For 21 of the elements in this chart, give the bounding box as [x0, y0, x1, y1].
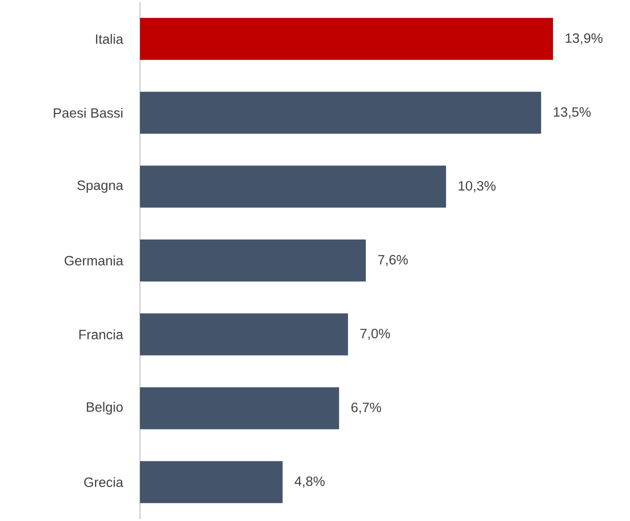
y-tick-label: Francia [79, 329, 124, 340]
data-label: 4,8% [294, 476, 325, 488]
data-label: 13,5% [554, 107, 591, 118]
bar [140, 240, 366, 282]
y-tick-label: Italia [96, 34, 124, 44]
y-tick-label: Paesi Bassi [54, 108, 122, 118]
y-tick-label: Belgio [86, 402, 123, 415]
bar [140, 461, 283, 504]
data-label: 6,7% [351, 402, 382, 414]
data-label: 7,0% [360, 328, 390, 340]
y-tick-label: Grecia [84, 477, 124, 488]
y-tick-label: Spagna [77, 180, 124, 193]
bar [140, 92, 542, 134]
y-tick-label: Germania [64, 256, 124, 266]
bar [140, 313, 348, 356]
bar [140, 166, 446, 208]
data-label: 7,6% [378, 254, 408, 266]
bar [140, 18, 554, 60]
data-label: 10,3% [458, 181, 496, 192]
data-label: 13,9% [566, 33, 602, 45]
bar [140, 387, 340, 430]
